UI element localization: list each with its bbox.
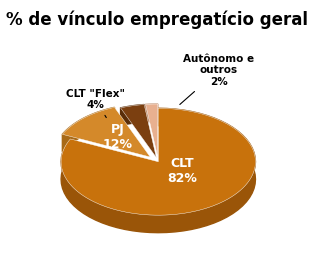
Text: CLT "Flex"
4%: CLT "Flex" 4% xyxy=(66,89,125,117)
Text: PJ
12%: PJ 12% xyxy=(102,123,132,151)
Polygon shape xyxy=(121,104,156,158)
Polygon shape xyxy=(62,107,150,157)
Polygon shape xyxy=(145,104,158,122)
Text: Autônomo e
outros
2%: Autônomo e outros 2% xyxy=(180,54,254,104)
Polygon shape xyxy=(121,104,144,125)
Polygon shape xyxy=(145,104,158,157)
Text: % de vínculo empregatício geral: % de vínculo empregatício geral xyxy=(6,11,308,29)
Text: CLT
82%: CLT 82% xyxy=(168,157,198,185)
Polygon shape xyxy=(61,108,255,233)
Polygon shape xyxy=(62,107,115,152)
Polygon shape xyxy=(61,108,255,215)
